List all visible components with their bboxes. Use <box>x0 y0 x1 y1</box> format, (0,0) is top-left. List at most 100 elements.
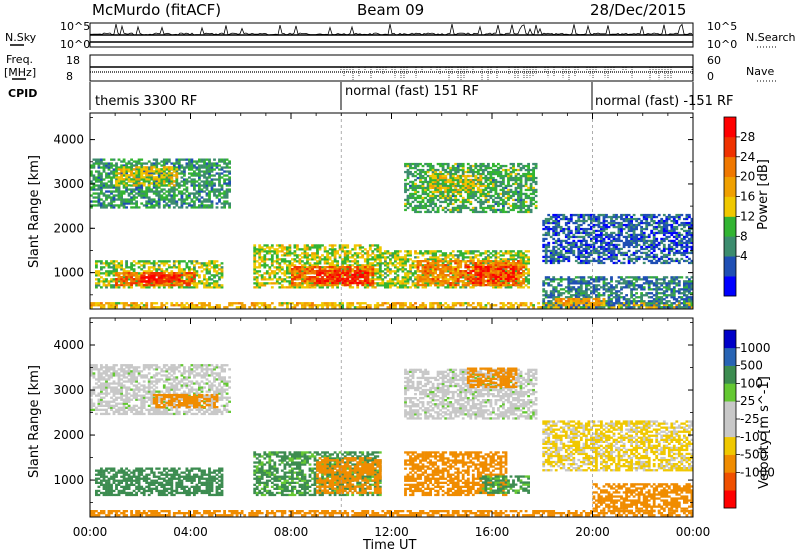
echo-cell <box>409 170 412 174</box>
echo-cell <box>464 260 468 263</box>
echo-cell <box>333 248 337 251</box>
echo-cell <box>286 254 289 257</box>
echo-cell <box>200 264 204 267</box>
echo-cell <box>489 273 493 276</box>
echo-cell <box>177 286 181 289</box>
echo-cell <box>296 254 299 257</box>
echo-cell <box>328 272 332 275</box>
echo-cell <box>401 282 405 285</box>
echo-cell <box>524 276 528 279</box>
echo-cell <box>456 198 460 202</box>
echo-cell <box>414 250 417 253</box>
echo-cell <box>258 306 262 309</box>
echo-cell <box>431 250 435 253</box>
echo-cell <box>368 266 372 269</box>
echo-cell <box>258 270 262 273</box>
echo-cell <box>368 248 372 251</box>
echo-cell <box>522 266 525 269</box>
echo-cell <box>386 280 390 283</box>
echo-cell <box>175 166 179 169</box>
echo-cell <box>278 282 282 285</box>
echo-cell <box>333 271 337 275</box>
echo-cell <box>353 266 357 269</box>
echo-cell <box>409 254 412 257</box>
echo-cell <box>341 268 344 271</box>
echo-cell <box>313 244 317 247</box>
echo-cell <box>233 302 236 305</box>
echo-cell <box>522 264 525 267</box>
echo-cell <box>193 166 196 169</box>
echo-cell <box>396 256 400 259</box>
echo-cell <box>416 204 420 208</box>
echo-cell <box>293 278 297 281</box>
echo-cell <box>396 280 400 283</box>
echo-cell <box>471 277 475 280</box>
echo-cell <box>469 278 473 281</box>
echo-cell <box>396 258 400 261</box>
echo-cell <box>466 304 470 307</box>
echo-cell <box>125 170 128 173</box>
echo-cell <box>426 184 430 188</box>
echo-cell <box>341 302 344 305</box>
echo-cell <box>112 200 116 203</box>
echo-cell <box>162 206 166 209</box>
echo-cell <box>504 262 508 265</box>
echo-cell <box>145 174 149 177</box>
echo-cell <box>439 274 442 277</box>
echo-cell <box>220 184 224 187</box>
echo-cell <box>155 302 159 305</box>
echo-cell <box>454 268 458 271</box>
echo-cell <box>426 188 430 192</box>
echo-cell <box>341 271 344 275</box>
echo-cell <box>213 164 216 167</box>
echo-cell <box>122 160 126 163</box>
echo-cell <box>155 168 159 171</box>
echo-cell <box>125 184 128 187</box>
echo-cell <box>140 194 144 197</box>
echo-cell <box>512 271 515 275</box>
echo-cell <box>451 276 455 279</box>
echo-cell <box>421 200 425 204</box>
echo-cell <box>411 196 415 200</box>
echo-cell <box>507 279 510 282</box>
echo-cell <box>429 268 432 271</box>
echo-cell <box>147 276 151 279</box>
echo-cell <box>122 192 126 195</box>
echo-cell <box>160 304 164 307</box>
echo-cell <box>376 302 380 305</box>
echo-cell <box>147 176 151 179</box>
echo-cell <box>474 182 478 186</box>
echo-cell <box>120 166 123 169</box>
echo-cell <box>213 190 216 193</box>
echo-cell <box>100 180 103 183</box>
echo-cell <box>147 188 151 191</box>
echo-cell <box>346 246 350 249</box>
echo-cell <box>97 304 101 307</box>
echo-cell <box>115 178 118 181</box>
echo-cell <box>316 252 319 255</box>
echo-cell <box>286 252 289 255</box>
echo-cell <box>371 244 375 247</box>
echo-cell <box>655 302 659 305</box>
echo-cell <box>291 268 294 271</box>
echo-cell <box>466 274 470 277</box>
echo-cell <box>110 304 113 307</box>
echo-cell <box>180 286 184 289</box>
echo-cell <box>459 176 463 180</box>
echo-cell <box>280 302 284 305</box>
echo-cell <box>459 210 463 214</box>
echo-cell <box>471 178 475 182</box>
echo-cell <box>185 186 189 189</box>
echo-cell <box>130 168 133 171</box>
echo-cell <box>391 254 395 257</box>
echo-cell <box>150 174 154 177</box>
echo-cell <box>130 276 133 279</box>
echo-cell <box>162 176 166 179</box>
echo-cell <box>137 160 141 163</box>
echo-cell <box>255 286 259 289</box>
echo-cell <box>177 206 181 209</box>
echo-cell <box>288 282 292 285</box>
echo-cell <box>150 170 154 173</box>
echo-cell <box>509 271 513 275</box>
echo-cell <box>399 260 402 263</box>
